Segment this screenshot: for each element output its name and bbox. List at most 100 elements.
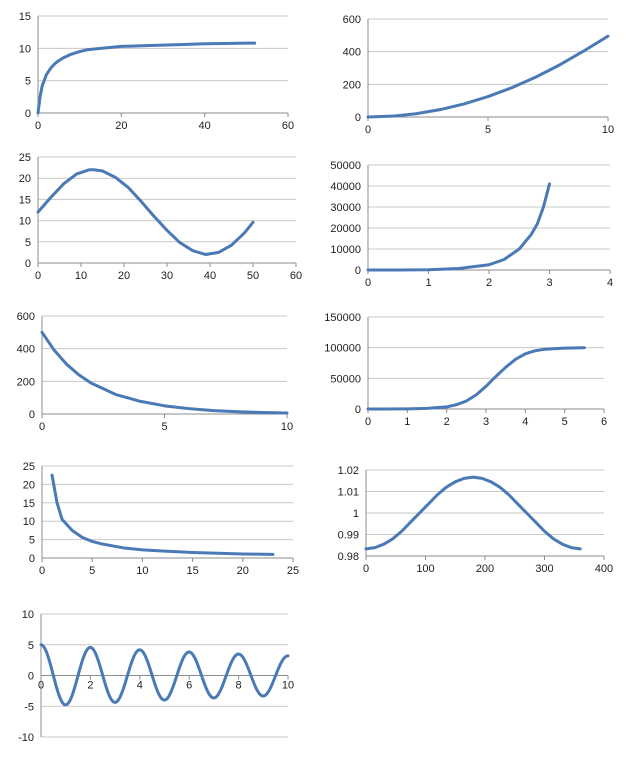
x-tick-label: 6 — [601, 416, 607, 428]
y-tick-label: 400 — [343, 47, 361, 59]
series-line — [36, 41, 257, 115]
y-tick-label: 25 — [23, 461, 35, 473]
y-tick-label: 50000 — [330, 160, 361, 172]
y-tick-label: 10 — [19, 43, 31, 55]
y-tick-label: 5 — [28, 640, 34, 652]
y-tick-label: 20 — [19, 173, 31, 185]
x-tick-label: 0 — [363, 563, 369, 575]
y-tick-label: 20 — [23, 479, 35, 491]
x-tick-label: 60 — [282, 120, 294, 132]
x-tick-label: 40 — [199, 120, 211, 132]
x-tick-label: 10 — [136, 565, 148, 577]
y-tick-label: 25 — [19, 152, 31, 164]
y-tick-label: 400 — [17, 344, 35, 356]
x-tick-label: 3 — [546, 277, 552, 289]
y-tick-label: 0 — [355, 404, 361, 416]
x-tick-label: 300 — [535, 563, 553, 575]
x-tick-label: 10 — [282, 680, 294, 692]
x-tick-label: 10 — [281, 421, 293, 433]
y-tick-label: 1.01 — [338, 487, 359, 499]
chart-4: 0 10000 20000 30000 40000 50000 0 1 2 3 4 — [330, 160, 613, 289]
y-tick-label: 10 — [23, 516, 35, 528]
x-tick-label: 400 — [595, 563, 613, 575]
x-tick-label: 5 — [89, 565, 95, 577]
chart-8: 0.98 0.99 1 1.01 1.02 0 100 200 300 400 — [338, 465, 614, 575]
series-line — [366, 346, 586, 411]
y-tick-label: 15 — [19, 194, 31, 206]
y-tick-label: 600 — [343, 14, 361, 26]
x-tick-label: 0 — [35, 270, 41, 282]
y-tick-label: 30000 — [330, 202, 361, 214]
x-tick-label: 4 — [607, 277, 613, 289]
x-tick-label: 40 — [204, 270, 216, 282]
chart-7: 0 5 10 15 20 25 0 5 10 15 20 25 — [23, 461, 299, 577]
y-tick-label: 1 — [353, 508, 359, 520]
y-tick-label: 0.98 — [338, 551, 359, 563]
x-tick-label: 5 — [161, 421, 167, 433]
x-tick-label: 10 — [602, 124, 614, 136]
x-tick-label: 200 — [476, 563, 494, 575]
chart-6: 0 50000 100000 150000 0 1 2 3 4 5 6 — [324, 312, 607, 428]
chart-3: 0 5 10 15 20 25 0 10 20 30 40 50 60 — [19, 152, 302, 282]
y-tick-label: 10 — [19, 216, 31, 228]
y-tick-label: -5 — [24, 701, 34, 713]
x-tick-label: 0 — [35, 120, 41, 132]
y-tick-label: 20000 — [330, 223, 361, 235]
x-tick-label: 0 — [365, 124, 371, 136]
x-tick-label: 2 — [87, 680, 93, 692]
x-tick-label: 15 — [186, 565, 198, 577]
x-tick-label: 0 — [39, 565, 45, 577]
y-tick-label: 0 — [25, 258, 31, 270]
y-tick-label: 5 — [25, 237, 31, 249]
series-line — [366, 182, 551, 272]
x-tick-label: 0 — [38, 680, 44, 692]
x-tick-label: 0 — [39, 421, 45, 433]
x-tick-label: 3 — [483, 416, 489, 428]
y-tick-label: 0 — [29, 409, 35, 421]
x-tick-label: 5 — [485, 124, 491, 136]
y-tick-label: 50000 — [330, 373, 361, 385]
series-line — [36, 168, 255, 257]
y-tick-label: 15 — [19, 11, 31, 23]
x-tick-label: 5 — [562, 416, 568, 428]
y-tick-label: 600 — [17, 311, 35, 323]
x-tick-label: 10 — [75, 270, 87, 282]
x-tick-label: 2 — [486, 277, 492, 289]
x-tick-label: 1 — [425, 277, 431, 289]
y-tick-label: 15 — [23, 498, 35, 510]
x-tick-label: 2 — [444, 416, 450, 428]
y-tick-label: 0 — [25, 108, 31, 120]
x-tick-label: 20 — [118, 270, 130, 282]
series-line — [40, 330, 289, 415]
x-tick-label: 20 — [115, 120, 127, 132]
y-tick-label: 200 — [343, 79, 361, 91]
y-tick-label: 0.99 — [338, 530, 359, 542]
chart-1: 0 5 10 15 0 20 40 60 — [19, 11, 294, 132]
y-tick-label: 5 — [29, 535, 35, 547]
y-tick-label: 0 — [355, 265, 361, 277]
y-tick-label: 10 — [22, 609, 34, 621]
x-tick-label: 1 — [404, 416, 410, 428]
x-tick-label: 100 — [416, 563, 434, 575]
x-tick-label: 0 — [365, 277, 371, 289]
x-tick-label: 25 — [287, 565, 299, 577]
x-tick-label: 50 — [247, 270, 259, 282]
y-tick-label: 200 — [17, 376, 35, 388]
y-tick-label: 5 — [25, 76, 31, 88]
x-tick-label: 60 — [290, 270, 302, 282]
x-tick-label: 0 — [365, 416, 371, 428]
x-tick-label: 30 — [161, 270, 173, 282]
x-tick-label: 6 — [186, 680, 192, 692]
x-tick-label: 4 — [522, 416, 528, 428]
y-tick-label: 40000 — [330, 181, 361, 193]
y-tick-label: 100000 — [324, 343, 361, 355]
series-line — [366, 34, 610, 119]
chart-2: 0 200 400 600 0 5 10 — [343, 14, 614, 136]
chart-9: -10 -5 0 5 10 0 2 4 6 8 10 — [18, 609, 294, 744]
series-line — [364, 475, 582, 551]
y-tick-label: -10 — [18, 732, 34, 744]
y-tick-label: 150000 — [324, 312, 361, 324]
x-tick-label: 20 — [237, 565, 249, 577]
series-line — [50, 473, 275, 556]
chart-5: 0 200 400 600 0 5 10 — [17, 311, 293, 433]
